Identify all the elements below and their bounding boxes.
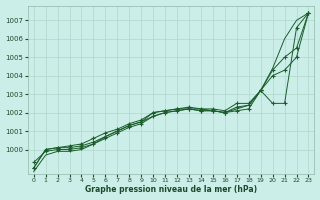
- X-axis label: Graphe pression niveau de la mer (hPa): Graphe pression niveau de la mer (hPa): [85, 185, 257, 194]
